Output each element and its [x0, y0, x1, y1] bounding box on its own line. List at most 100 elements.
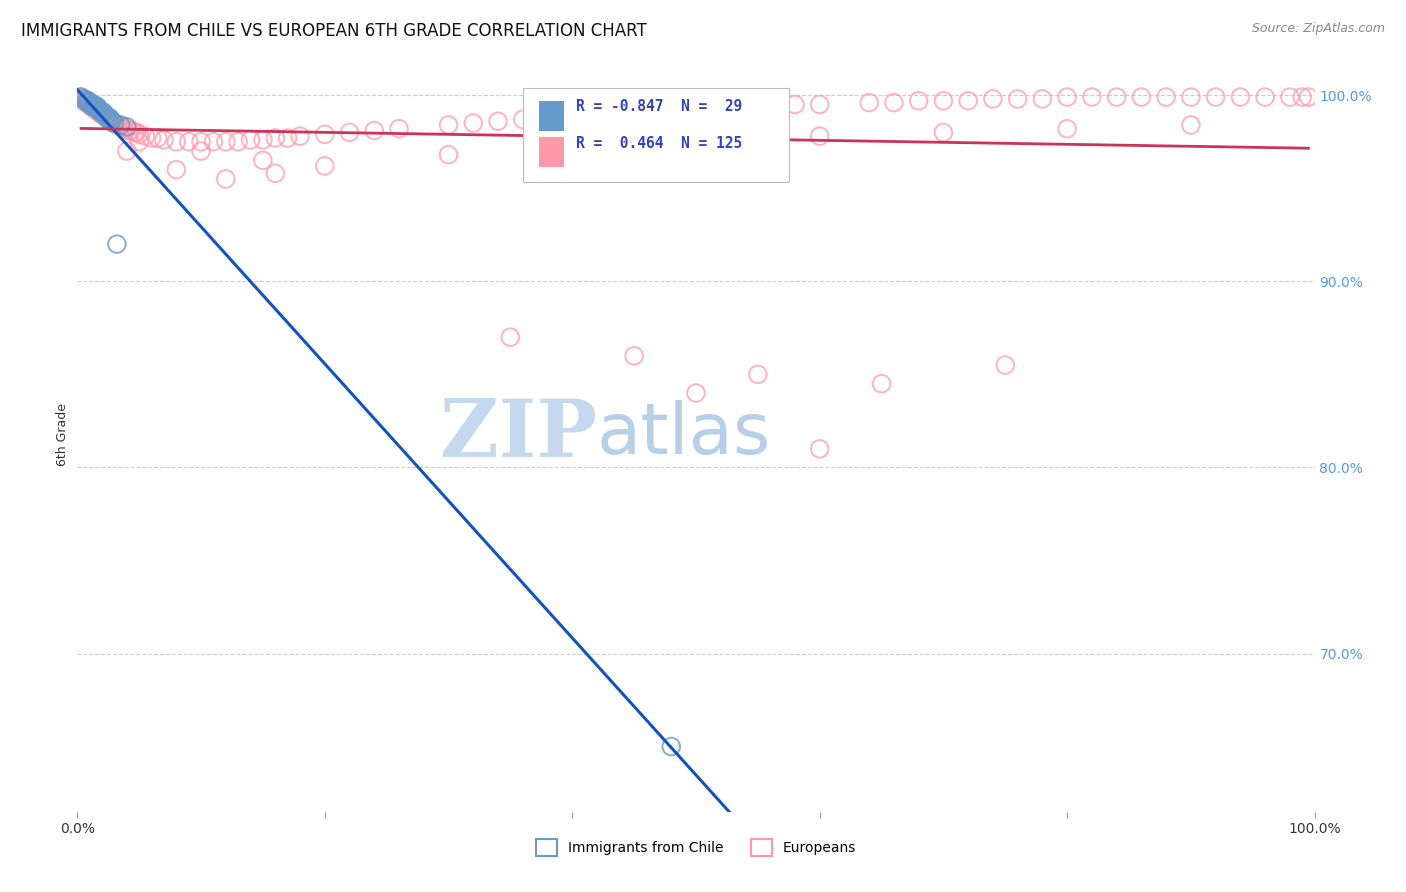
Point — [91, 107, 114, 121]
Point — [101, 114, 124, 128]
Point — [87, 101, 110, 115]
Point — [1205, 90, 1227, 104]
Text: R = -0.847  N =  29: R = -0.847 N = 29 — [576, 99, 742, 114]
Point — [115, 144, 138, 158]
Point — [72, 92, 94, 106]
Point — [107, 118, 129, 132]
Point — [659, 739, 682, 754]
Text: Source: ZipAtlas.com: Source: ZipAtlas.com — [1251, 22, 1385, 36]
Y-axis label: 6th Grade: 6th Grade — [56, 403, 69, 467]
Point — [277, 131, 299, 145]
Point — [314, 128, 336, 142]
Point — [73, 92, 96, 106]
Point — [165, 162, 187, 177]
Point — [80, 97, 103, 112]
Point — [83, 101, 105, 115]
Point — [437, 118, 460, 132]
Point — [70, 90, 93, 104]
Point — [128, 135, 150, 149]
Point — [685, 386, 707, 401]
Point — [86, 103, 108, 117]
Point — [783, 97, 806, 112]
Point — [82, 97, 104, 112]
Point — [77, 94, 100, 108]
Text: ZIP: ZIP — [440, 396, 598, 474]
Point — [77, 95, 100, 110]
Point — [72, 92, 94, 106]
Point — [83, 99, 105, 113]
Point — [1105, 90, 1128, 104]
Point — [536, 111, 558, 125]
Point — [82, 97, 104, 112]
Point — [883, 95, 905, 110]
Point — [907, 94, 929, 108]
Point — [202, 135, 225, 149]
Point — [80, 97, 103, 112]
Point — [734, 99, 756, 113]
Point — [388, 121, 411, 136]
Text: IMMIGRANTS FROM CHILE VS EUROPEAN 6TH GRADE CORRELATION CHART: IMMIGRANTS FROM CHILE VS EUROPEAN 6TH GR… — [21, 22, 647, 40]
Point — [1130, 90, 1153, 104]
Point — [105, 237, 128, 252]
Point — [115, 120, 138, 134]
Point — [1056, 121, 1078, 136]
Point — [932, 94, 955, 108]
Point — [91, 109, 114, 123]
Point — [76, 95, 98, 110]
Point — [97, 112, 120, 127]
Point — [84, 101, 107, 115]
Point — [153, 133, 176, 147]
Point — [91, 105, 114, 120]
Point — [1298, 90, 1320, 104]
Point — [363, 123, 385, 137]
Point — [486, 114, 509, 128]
Point — [75, 95, 97, 110]
Point — [165, 135, 187, 149]
Point — [96, 111, 118, 125]
Point — [79, 95, 101, 110]
Point — [72, 92, 94, 106]
Point — [115, 121, 138, 136]
Point — [1278, 90, 1301, 104]
Point — [499, 330, 522, 344]
Point — [141, 131, 163, 145]
Point — [561, 109, 583, 123]
Point — [1229, 90, 1251, 104]
Point — [747, 368, 769, 382]
Point — [80, 99, 103, 113]
Point — [77, 97, 100, 112]
Point — [808, 442, 831, 456]
Point — [610, 105, 633, 120]
Point — [121, 123, 143, 137]
Point — [94, 111, 117, 125]
Point — [84, 103, 107, 117]
Point — [1154, 90, 1177, 104]
Bar — [538, 101, 564, 131]
FancyBboxPatch shape — [523, 88, 789, 182]
Point — [98, 112, 121, 127]
Point — [1180, 90, 1202, 104]
Point — [118, 123, 141, 137]
Point — [112, 120, 135, 134]
Point — [994, 358, 1017, 372]
Point — [103, 116, 125, 130]
Point — [252, 133, 274, 147]
Point — [215, 172, 238, 186]
Point — [89, 103, 111, 117]
Point — [1081, 90, 1104, 104]
Point — [75, 94, 97, 108]
Point — [125, 125, 148, 139]
Point — [264, 131, 287, 145]
Point — [981, 92, 1004, 106]
Point — [79, 95, 101, 110]
Point — [339, 125, 361, 139]
Point — [264, 166, 287, 180]
Point — [89, 105, 111, 120]
Text: R =  0.464  N = 125: R = 0.464 N = 125 — [576, 136, 742, 152]
Point — [1031, 92, 1053, 106]
Point — [75, 94, 97, 108]
Point — [122, 125, 145, 139]
Point — [91, 107, 114, 121]
Point — [710, 99, 733, 113]
Point — [101, 114, 124, 128]
